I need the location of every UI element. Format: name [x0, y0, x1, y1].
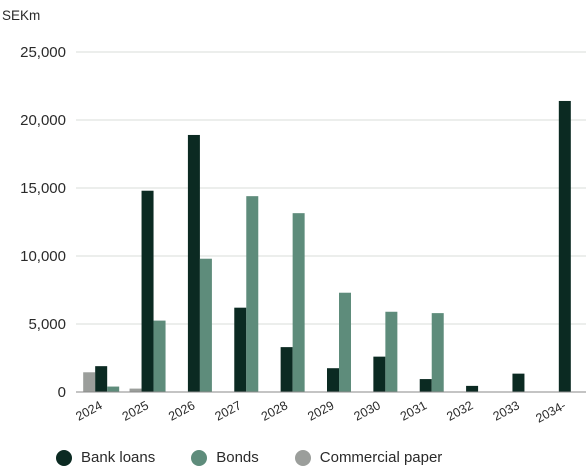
x-tick-label: 2030: [352, 398, 383, 423]
bar-chart: SEKm 0 5,000 10,000 15,000 20,000 25,000 2024…: [2, 8, 586, 426]
bar-commercial-paper-2024: [83, 372, 96, 392]
legend-item-bonds: Bonds: [191, 449, 259, 466]
x-tick-label: 2027: [213, 398, 244, 423]
legend-label: Bonds: [216, 449, 259, 466]
x-tick-label: 2025: [120, 398, 151, 423]
legend-swatch: [191, 449, 208, 466]
y-tick-label: 15,000: [20, 180, 66, 197]
bar-bank-loans-2028: [280, 347, 293, 392]
unit-label: SEKm: [2, 8, 40, 23]
x-axis-ticks: 2024 2025 2026 2027 2028 2029 2030 2031 2032 2033…: [73, 398, 568, 425]
bar-bank-loans-2031: [419, 379, 432, 392]
x-tick-label: 2034-: [533, 398, 568, 425]
bar-bonds-2027: [246, 196, 259, 392]
x-tick-label: 2032: [444, 398, 475, 423]
legend: Bank loans Bonds Commercial paper: [56, 449, 478, 466]
x-tick-label: 2033: [491, 398, 522, 423]
bar-bank-loans-2030: [373, 356, 386, 392]
bar-bonds-2025: [153, 320, 166, 392]
gridlines: [76, 51, 586, 325]
y-tick-label: 25,000: [20, 44, 66, 61]
bar-bank-loans-2033: [512, 373, 525, 392]
bar-bank-loans-2025: [141, 190, 154, 392]
bar-bonds-2028: [292, 213, 305, 392]
bar-commercial-paper-2025: [129, 388, 142, 392]
legend-item-commercial-paper: Commercial paper: [294, 449, 443, 466]
bar-bank-loans-2029: [327, 368, 339, 392]
bar-bank-loans-2026: [187, 134, 200, 392]
y-tick-label: 0: [58, 384, 66, 401]
bar-bank-loans-2032: [466, 385, 479, 392]
bars: [83, 100, 571, 393]
x-tick-label: 2029: [305, 398, 336, 423]
bar-bank-loans-2024: [95, 366, 108, 392]
legend-item-bank-loans: Bank loans: [56, 449, 155, 466]
bar-bonds-2024: [107, 386, 120, 392]
y-tick-label: 5,000: [28, 316, 66, 333]
x-tick-label: 2031: [398, 398, 429, 423]
bar-bank-loans-2034: [558, 100, 571, 393]
bar-bonds-2030: [385, 311, 398, 392]
y-tick-label: 10,000: [20, 248, 66, 265]
bar-bonds-2031: [431, 313, 444, 392]
bar-bonds-2029: [339, 292, 351, 392]
bar-bank-loans-2027: [234, 307, 247, 392]
x-tick-label: 2026: [166, 398, 197, 423]
x-tick-label: 2024: [73, 398, 104, 423]
y-tick-label: 20,000: [20, 112, 66, 129]
x-tick-label: 2028: [259, 398, 290, 423]
legend-swatch: [56, 449, 72, 466]
y-axis-ticks: 0 5,000 10,000 15,000 20,000 25,000: [20, 44, 66, 401]
legend-label: Commercial paper: [319, 449, 443, 466]
bar-bonds-2026: [199, 258, 212, 392]
legend-label: Bank loans: [81, 449, 156, 466]
legend-swatch: [294, 449, 311, 466]
